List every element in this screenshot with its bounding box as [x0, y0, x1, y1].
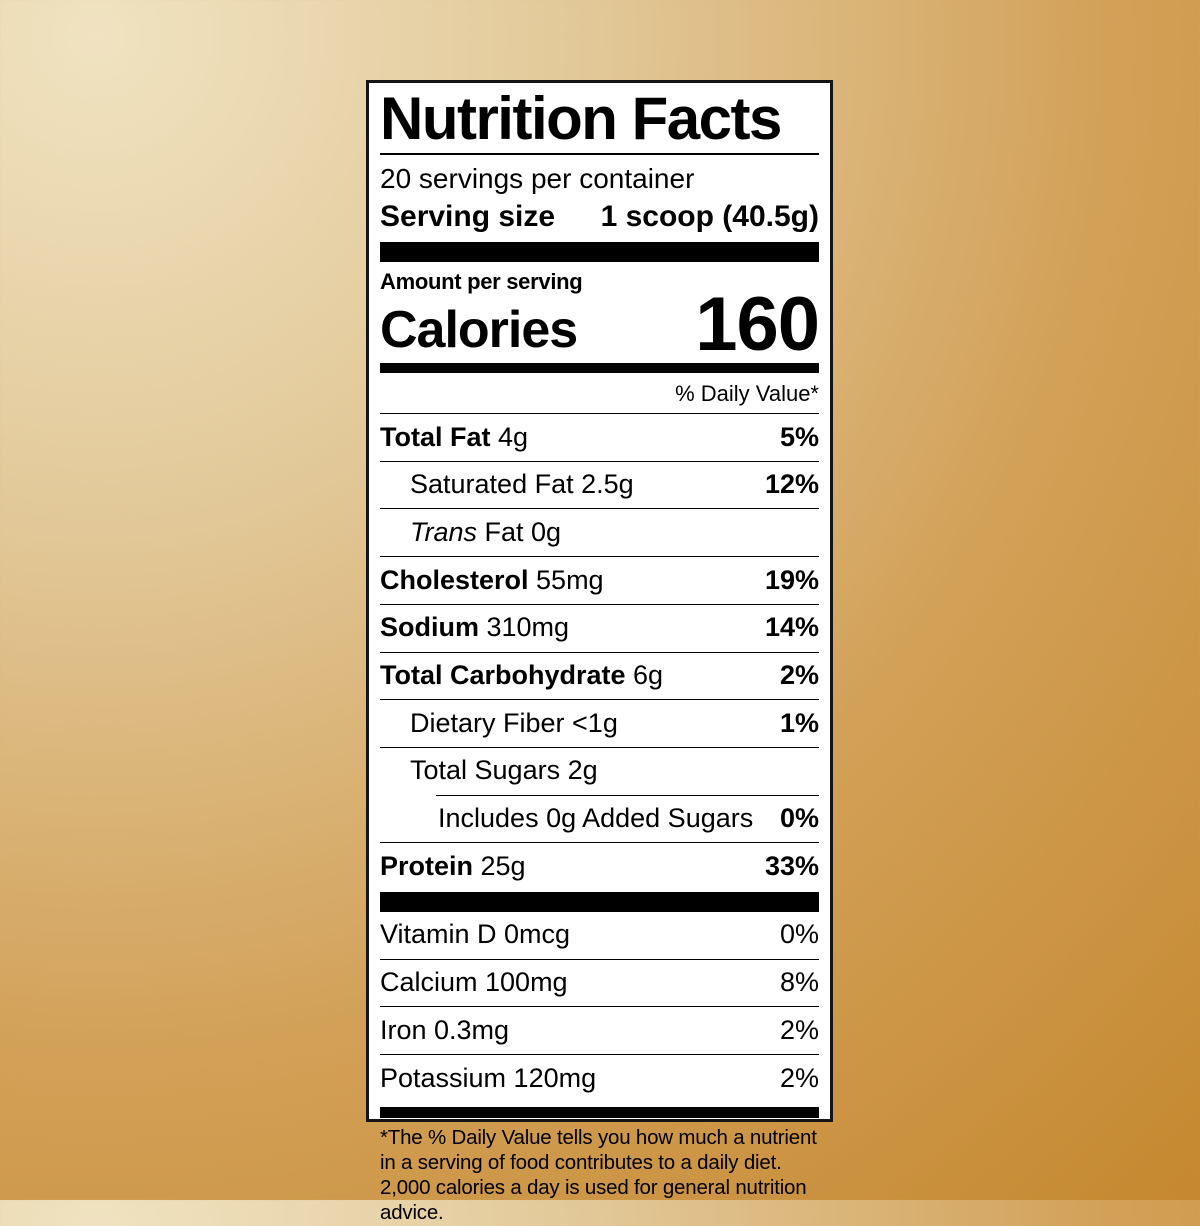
nutrient-row-calcium: Calcium 100mg 8% [380, 960, 819, 1008]
servings-per-container: 20 servings per container [380, 163, 695, 194]
amount-per-serving-label: Amount per serving [380, 268, 583, 294]
nutrient-row-saturated-fat: Saturated Fat 2.5g 12% [380, 462, 819, 510]
calories-value: 160 [695, 281, 820, 367]
daily-value-percent: 19% [764, 564, 819, 595]
nutrient-row-total-carbohydrate: Total Carbohydrate 6g 2% [380, 653, 819, 701]
daily-value-percent: 14% [764, 612, 819, 643]
nutrition-facts-label: Nutrition Facts 20 servings per containe… [366, 80, 833, 1224]
nutrient-row-protein: Protein 25g 33% [380, 850, 819, 881]
serving-size-value: 1 scoop (40.5g) [600, 199, 819, 233]
nutrient-row-dietary-fiber: Dietary Fiber <1g 1% [380, 700, 819, 748]
nutrient-row-total-sugars: Total Sugars 2g [410, 755, 598, 786]
separator-bar-medium [380, 363, 819, 374]
nutrient-row-total-fat: Total Fat 4g 5% [380, 414, 819, 462]
serving-size-row: Serving size 1 scoop (40.5g) [380, 199, 819, 235]
nutrient-row-vitamin-d: Vitamin D 0mcg 0% [380, 912, 819, 960]
daily-value-percent: 12% [764, 469, 819, 500]
calories-label: Calories [380, 301, 578, 360]
daily-value-percent: 0% [779, 919, 819, 950]
nutrient-row-added-sugars: Includes 0g Added Sugars 0% [380, 796, 819, 844]
indented-separator [436, 794, 819, 796]
separator-bar-thick-bottom [380, 891, 819, 912]
calories-row: Calories 160 [380, 281, 820, 367]
daily-value-footnote: *The % Daily Value tells you how much a … [380, 1125, 817, 1225]
daily-value-percent: 2% [779, 660, 819, 691]
label-title: Nutrition Facts [380, 89, 819, 155]
daily-value-percent: 0% [779, 803, 819, 834]
daily-value-percent: 5% [779, 421, 819, 452]
nutrient-row-cholesterol: Cholesterol 55mg 19% [380, 557, 819, 605]
nutrient-row-trans-fat: Trans Fat 0g [380, 509, 819, 558]
daily-value-header: % Daily Value* [380, 373, 819, 415]
nutrient-row-iron: Iron 0.3mg 2% [380, 1007, 819, 1056]
nutrient-row-potassium: Potassium 120mg 2% [380, 1062, 819, 1093]
daily-value-percent: 2% [779, 1014, 819, 1045]
daily-value-percent: 2% [779, 1062, 819, 1093]
separator-bar-thick-top [380, 241, 819, 262]
daily-value-percent: 8% [779, 967, 819, 998]
daily-value-percent: 1% [779, 707, 819, 738]
serving-size-label: Serving size [380, 199, 556, 233]
daily-value-percent: 33% [764, 850, 819, 881]
separator-bar-footer [380, 1106, 819, 1118]
nutrient-row-sodium: Sodium 310mg 14% [380, 605, 819, 653]
